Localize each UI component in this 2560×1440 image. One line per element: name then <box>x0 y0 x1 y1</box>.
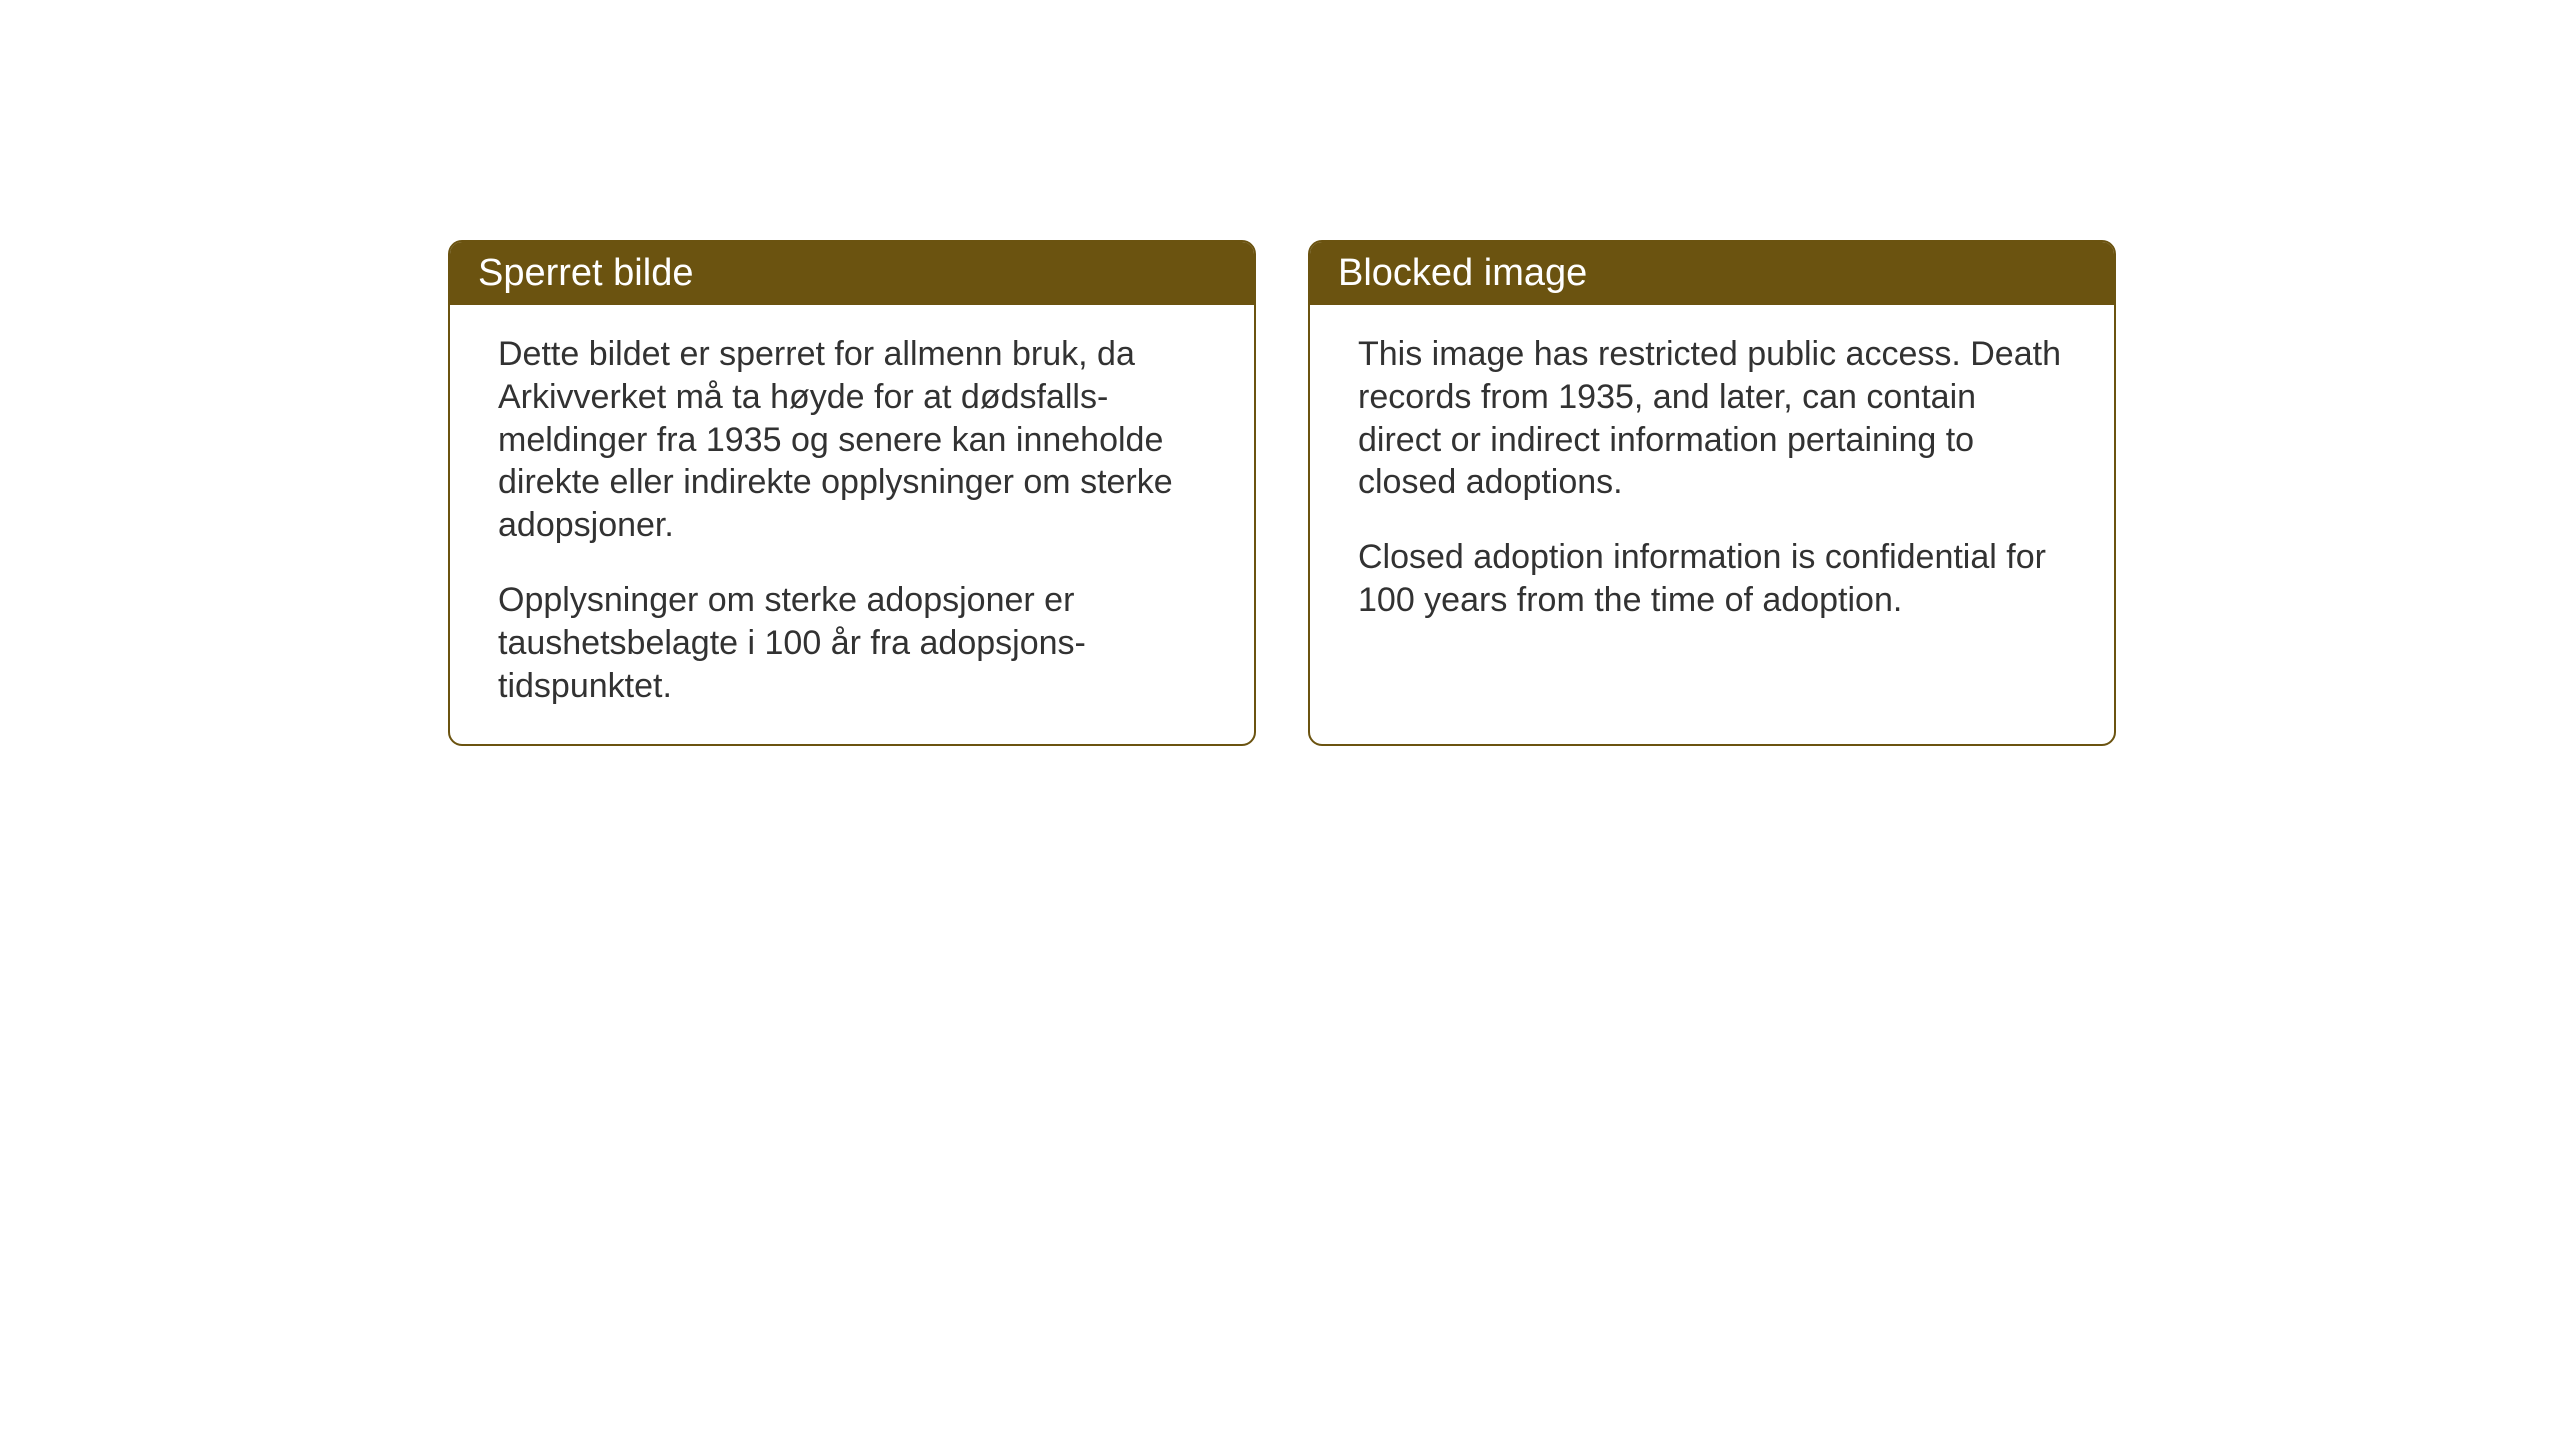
english-card-title: Blocked image <box>1338 252 1587 294</box>
english-paragraph-2: Closed adoption information is confident… <box>1358 536 2066 622</box>
norwegian-paragraph-2: Opplysninger om sterke adopsjoner er tau… <box>498 579 1206 707</box>
english-card-header: Blocked image <box>1310 242 2114 305</box>
english-paragraph-1: This image has restricted public access.… <box>1358 333 2066 504</box>
english-card: Blocked image This image has restricted … <box>1308 240 2116 746</box>
english-card-body: This image has restricted public access.… <box>1310 305 2114 658</box>
norwegian-paragraph-1: Dette bildet er sperret for allmenn bruk… <box>498 333 1206 547</box>
norwegian-card-header: Sperret bilde <box>450 242 1254 305</box>
norwegian-card-body: Dette bildet er sperret for allmenn bruk… <box>450 305 1254 744</box>
norwegian-card-title: Sperret bilde <box>478 252 693 294</box>
cards-container: Sperret bilde Dette bildet er sperret fo… <box>448 240 2560 746</box>
norwegian-card: Sperret bilde Dette bildet er sperret fo… <box>448 240 1256 746</box>
